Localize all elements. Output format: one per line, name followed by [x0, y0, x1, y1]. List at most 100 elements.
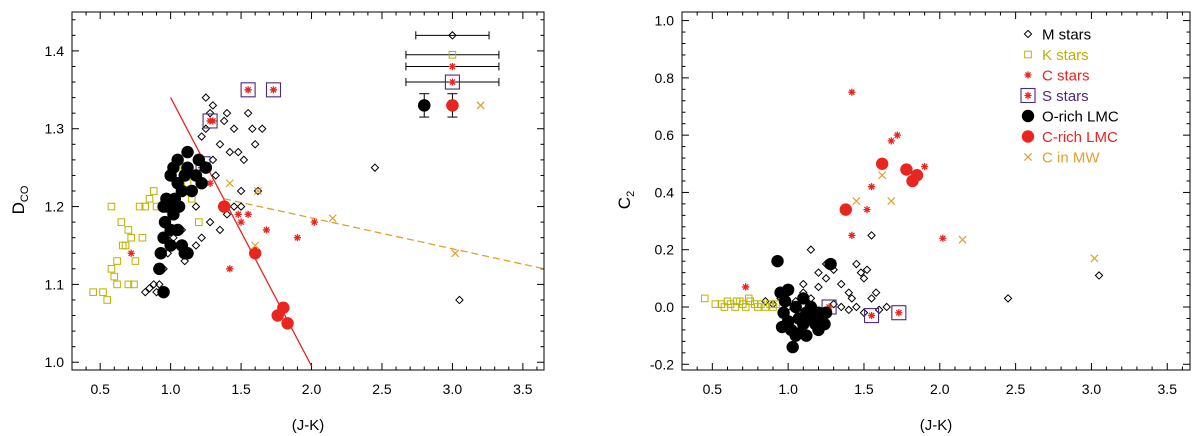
c-in-mw-point [451, 249, 460, 258]
m-star-point [847, 294, 857, 303]
m-star-point [225, 147, 235, 157]
chart-left-dco: 0.5 1.0 1.5 2.0 2.5 3.0 3.5 1.0 1.1 1.2 1.3 1.4 (J… [9, 11, 545, 434]
c-star-point [237, 218, 245, 226]
k-star-point [772, 300, 780, 308]
legend-label-k: K stars [1042, 47, 1089, 64]
y-axis-label-sub: CO [19, 185, 31, 202]
legend-label-o: O-rich LMC [1042, 109, 1119, 126]
c-rich-lmc-point [839, 203, 852, 216]
m-star-point [149, 280, 159, 289]
m-star-point [215, 225, 225, 235]
m-star-point [882, 302, 892, 312]
error-bar-marker [448, 31, 457, 40]
y-tick-label: 0.4 [655, 184, 675, 200]
k-star-point [741, 303, 750, 311]
o-rich-lmc-point [789, 300, 802, 314]
k-star-point [135, 202, 144, 211]
legend-label-c: C stars [1042, 68, 1090, 85]
m-star-point [836, 302, 846, 312]
y-tick-label: 1.2 [45, 199, 65, 215]
k-star-point [107, 265, 116, 273]
x-tick-label: 2.5 [372, 381, 392, 397]
legend-marker-cr [1021, 130, 1035, 143]
legend: M stars K stars C stars S stars O-rich LMC C-… [1020, 27, 1119, 167]
m-star-point [856, 268, 866, 277]
m-star-point [806, 245, 816, 255]
m-star-point [871, 288, 881, 297]
c-in-mw-point [878, 171, 887, 180]
m-star-point [862, 265, 872, 275]
m-star-point [814, 268, 823, 277]
k-star-point [124, 280, 133, 289]
o-rich-lmc-point [175, 184, 189, 198]
m-star-point [867, 231, 876, 240]
m-star-point [222, 210, 232, 219]
x-tick-label: 2.0 [302, 381, 322, 397]
o-rich-lmc-point [171, 223, 184, 237]
k-star-point [127, 233, 135, 242]
k-star-point [99, 288, 107, 296]
legend-marker-c [1024, 71, 1032, 79]
c-star-point [226, 265, 234, 273]
c-in-mw-point [328, 214, 337, 223]
c-star-point [887, 137, 895, 145]
x-tick-label: 1.0 [161, 381, 181, 397]
y-tick-label: 1.0 [45, 354, 65, 370]
m-star-point [455, 295, 464, 305]
k-star-point [117, 218, 126, 226]
m-star-point [205, 217, 215, 227]
c-star-point [863, 206, 871, 214]
k-star-point [731, 303, 739, 311]
k-star-point [141, 202, 150, 211]
c-star-point [893, 131, 901, 139]
m-star-point [191, 202, 201, 211]
c-star-point [921, 163, 929, 171]
x-axis-ticks: 0.5 1.0 1.5 2.0 2.5 3.0 3.5 [681, 12, 1183, 397]
legend-marker-s [1020, 87, 1036, 104]
o-rich-lmc-point [195, 177, 208, 190]
o-rich-lmc-point [154, 247, 167, 260]
x-tick-label: 3.0 [443, 381, 463, 397]
y-tick-label: 0.0 [655, 299, 675, 315]
m-star-point [201, 93, 211, 102]
o-rich-lmc-point [164, 239, 177, 252]
x-tick-label: 1.5 [231, 381, 251, 397]
m-star-point [219, 116, 229, 126]
k-star-point [131, 257, 140, 265]
legend-label-cr: C-rich LMC [1042, 129, 1118, 146]
error-bar-marker [418, 99, 431, 112]
k-star-point [149, 187, 158, 195]
fit-line-dashed [224, 198, 545, 270]
m-star-point [814, 282, 823, 292]
x-tick-label: 3.5 [513, 381, 533, 397]
m-star-point [370, 163, 380, 172]
fit-lines [170, 97, 545, 367]
m-star-point [197, 233, 206, 243]
c-in-mw-point [887, 196, 896, 206]
m-star-point [836, 279, 846, 289]
plot-frame [681, 11, 1191, 371]
c-rich-lmc-point [277, 301, 290, 314]
x-axis-label: (J-K) [920, 417, 953, 434]
y-tick-label: 1.3 [45, 121, 65, 137]
o-rich-lmc-point [157, 285, 170, 299]
y-axis-label-main: D [9, 202, 28, 214]
s-star-point [202, 113, 218, 129]
m-star-point [222, 108, 232, 118]
c-star-point [310, 218, 318, 226]
x-tick-label: 3.5 [1158, 381, 1178, 397]
c-in-mw-point [225, 179, 234, 188]
y-axis-label: C2 [615, 191, 637, 209]
k-star-point [110, 272, 119, 281]
o-rich-lmc-point [775, 320, 789, 334]
m-star-point [191, 241, 201, 250]
m-star-point [852, 259, 861, 269]
s-star-point [265, 82, 282, 98]
data-points [89, 82, 485, 330]
m-star-point [1094, 271, 1104, 280]
c-rich-lmc-point [217, 200, 231, 213]
m-star-point [799, 279, 808, 289]
c-in-mw-point [253, 186, 263, 196]
c-rich-lmc-point [910, 169, 924, 182]
m-star-point [215, 139, 225, 149]
